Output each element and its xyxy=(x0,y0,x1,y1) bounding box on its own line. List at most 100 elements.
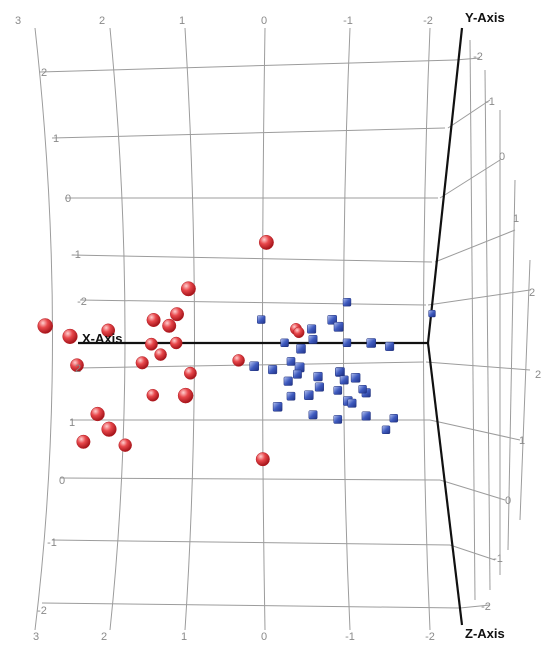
blue-cube-point xyxy=(308,410,318,420)
blue-cube-point xyxy=(385,341,395,351)
red-sphere-point xyxy=(180,281,196,297)
blue-cube-point xyxy=(292,369,302,379)
red-sphere-point xyxy=(101,421,117,437)
x-axis-title: X-Axis xyxy=(82,331,122,346)
x-tick-bottom: 1 xyxy=(181,631,187,643)
y-tick-left: 0 xyxy=(65,193,71,205)
x-tick-bottom: 2 xyxy=(101,631,107,643)
grid-vertical-line xyxy=(184,27,195,631)
y-axis-title: Y-Axis xyxy=(465,10,505,25)
axis-lines xyxy=(78,27,464,626)
grid-lines xyxy=(34,27,531,631)
x-tick-top: 3 xyxy=(15,15,21,27)
grid-depth-vertical xyxy=(519,259,531,521)
blue-cube-point xyxy=(286,391,296,401)
blue-cube-point xyxy=(296,344,306,354)
red-sphere-point xyxy=(145,337,158,351)
red-sphere-point xyxy=(146,313,161,327)
y-tick-left: 1 xyxy=(53,133,59,145)
red-sphere-point xyxy=(293,326,305,339)
grid-depth-vertical xyxy=(469,39,476,601)
grid-vertical-line xyxy=(34,27,53,631)
z-tick-left: 0 xyxy=(59,475,65,487)
blue-cube-series xyxy=(249,298,436,434)
blue-cube-point xyxy=(342,338,352,347)
z-tick-left: 1 xyxy=(69,417,75,429)
grid-depth-line xyxy=(439,159,501,199)
x-tick-bottom: -1 xyxy=(345,631,355,643)
blue-cube-point xyxy=(249,361,259,371)
red-sphere-point xyxy=(90,406,105,422)
x-tick-bottom: 0 xyxy=(261,631,267,643)
y-tick-right: 0 xyxy=(499,151,505,163)
blue-cube-point xyxy=(361,411,371,421)
blue-cube-point xyxy=(308,334,318,344)
grid-depth-vertical xyxy=(484,69,491,591)
blue-cube-point xyxy=(333,415,343,424)
grid-vertical-line xyxy=(262,27,266,631)
red-sphere-point xyxy=(37,318,53,334)
tick-labels: 3 2 1 0 -1 -2 3 2 1 0 -1 -2 2 1 0 -1 -2 -2 -1 0 1 2 2 1 0 -1 -2 2 1 0… xyxy=(15,15,541,643)
grid-depth-line xyxy=(425,361,531,371)
grid-depth-line xyxy=(439,479,506,501)
grid-horizontal-line xyxy=(39,59,456,73)
x-tick-top: 1 xyxy=(179,15,185,27)
y-tick-left: -2 xyxy=(77,296,87,308)
red-sphere-point xyxy=(146,388,160,402)
z-axis-line xyxy=(426,342,464,626)
grid-depth-line xyxy=(429,419,521,441)
red-sphere-point xyxy=(70,358,84,373)
z-tick-left: -2 xyxy=(37,605,47,617)
z-tick-right: -1 xyxy=(493,553,503,565)
y-axis-line xyxy=(426,27,464,344)
red-sphere-point xyxy=(135,356,149,370)
red-sphere-point xyxy=(154,348,167,361)
blue-cube-point xyxy=(389,414,398,423)
blue-cube-point xyxy=(304,390,314,400)
blue-cube-point xyxy=(366,338,376,348)
grid-depth-line xyxy=(449,544,496,561)
grid-depth-line xyxy=(459,604,491,609)
grid-horizontal-line xyxy=(51,127,446,139)
z-tick-right: 2 xyxy=(535,369,541,381)
red-sphere-point xyxy=(255,452,270,467)
red-sphere-point xyxy=(169,336,183,350)
blue-cube-point xyxy=(257,315,266,324)
grid-horizontal-line xyxy=(71,254,433,263)
red-sphere-point xyxy=(76,434,91,449)
grid-depth-vertical xyxy=(507,179,516,551)
blue-cube-point xyxy=(268,365,278,375)
red-sphere-point xyxy=(177,387,194,404)
grid-depth-line xyxy=(447,99,491,129)
x-tick-bottom: 3 xyxy=(33,631,39,643)
grid-horizontal-line xyxy=(41,602,461,609)
grid-horizontal-line xyxy=(59,477,441,481)
z-tick-right: 0 xyxy=(505,495,511,507)
x-tick-bottom: -2 xyxy=(425,631,435,643)
y-tick-right: 1 xyxy=(513,213,519,225)
grid-depth-line xyxy=(434,229,516,263)
z-tick-left: -1 xyxy=(47,537,57,549)
blue-cube-point xyxy=(342,298,352,307)
x-tick-top: -1 xyxy=(343,15,353,27)
y-tick-right: -2 xyxy=(473,51,483,63)
blue-cube-point xyxy=(314,382,324,392)
blue-cube-point xyxy=(272,402,283,412)
red-sphere-series xyxy=(37,234,305,467)
z-axis-title: Z-Axis xyxy=(465,626,505,641)
z-tick-right: 1 xyxy=(519,435,525,447)
z-tick-left: 2 xyxy=(75,363,81,375)
blue-cube-point xyxy=(381,425,391,434)
red-sphere-point xyxy=(101,323,116,338)
red-sphere-point xyxy=(258,234,274,250)
red-sphere-point xyxy=(170,307,184,322)
blue-cube-point xyxy=(307,324,317,334)
blue-cube-point xyxy=(335,367,344,376)
red-sphere-point xyxy=(232,354,245,367)
grid-vertical-line xyxy=(109,27,126,631)
blue-cube-point xyxy=(333,386,343,395)
red-sphere-point xyxy=(62,328,78,344)
blue-cube-point xyxy=(350,373,361,383)
red-sphere-point xyxy=(118,438,132,452)
